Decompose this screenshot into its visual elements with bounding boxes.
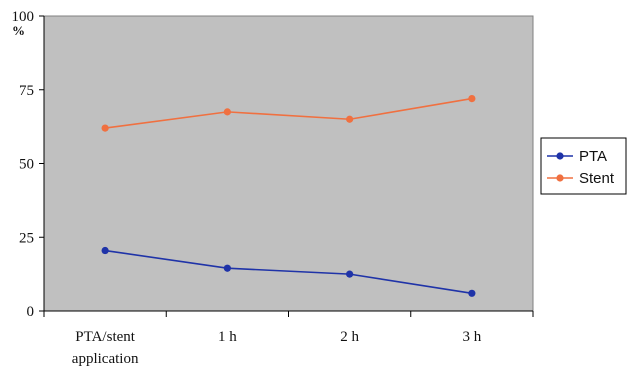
x-tick-label: 1 h <box>218 329 237 345</box>
y-axis: 0 25 50 75 100 <box>12 9 45 320</box>
legend-item-pta: PTA <box>547 148 607 165</box>
series-layer <box>101 95 476 297</box>
data-point <box>101 124 109 132</box>
legend-swatch-marker <box>556 152 564 160</box>
series-line <box>105 97 473 129</box>
data-point <box>101 246 109 255</box>
y-axis-unit-label: % <box>12 23 25 38</box>
series-stent <box>101 95 476 132</box>
data-point <box>223 264 231 272</box>
series-pta <box>101 246 476 297</box>
legend: PTA Stent <box>540 137 627 195</box>
data-point <box>223 108 231 116</box>
series-line <box>105 249 472 295</box>
y-tick-label: 0 <box>27 304 35 320</box>
data-point <box>346 115 354 123</box>
legend-label: PTA <box>579 148 607 165</box>
y-tick-label: 25 <box>19 230 34 246</box>
x-tick-label: 2 h <box>340 329 359 345</box>
x-axis: PTA/stent application 1 h 2 h 3 h <box>43 310 534 367</box>
y-tick-label: 50 <box>19 157 34 173</box>
data-point <box>468 289 476 297</box>
y-tick-label: 75 <box>19 83 34 99</box>
legend-swatch-marker <box>556 174 564 182</box>
x-tick-label: PTA/stent application <box>72 329 139 367</box>
legend-box <box>540 137 627 195</box>
data-point <box>346 270 354 278</box>
legend-label: Stent <box>579 170 615 187</box>
data-point <box>468 95 476 103</box>
y-tick-label: 100 <box>12 9 35 25</box>
legend-item-stent: Stent <box>547 170 615 187</box>
x-tick-label: 3 h <box>463 329 482 345</box>
plot-area <box>43 15 534 312</box>
